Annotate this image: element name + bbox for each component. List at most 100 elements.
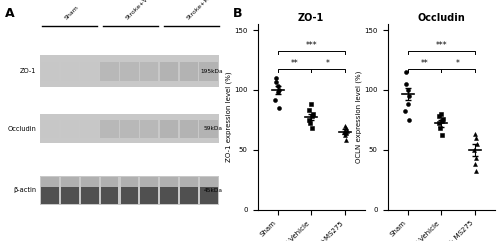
Point	[308, 114, 316, 118]
Text: *: *	[456, 59, 460, 68]
FancyBboxPatch shape	[80, 120, 99, 138]
FancyBboxPatch shape	[180, 120, 198, 138]
FancyBboxPatch shape	[160, 177, 178, 187]
FancyBboxPatch shape	[120, 177, 138, 187]
Point	[275, 106, 283, 110]
Text: 45kDa: 45kDa	[204, 188, 223, 193]
Point	[438, 134, 446, 137]
Point	[473, 142, 481, 146]
FancyBboxPatch shape	[61, 187, 79, 204]
Text: ***: ***	[306, 41, 317, 50]
Point	[341, 124, 349, 128]
Point	[305, 108, 313, 112]
Point	[471, 132, 479, 136]
Point	[274, 90, 282, 94]
FancyBboxPatch shape	[140, 177, 158, 187]
Point	[340, 130, 348, 134]
Y-axis label: OCLN expression level (%): OCLN expression level (%)	[355, 71, 362, 163]
Point	[438, 119, 446, 123]
Point	[436, 126, 444, 130]
FancyBboxPatch shape	[40, 55, 218, 87]
Text: B: B	[232, 7, 242, 20]
Point	[472, 169, 480, 173]
FancyBboxPatch shape	[80, 62, 99, 81]
Text: 59kDa: 59kDa	[204, 126, 223, 131]
Point	[306, 121, 314, 125]
FancyBboxPatch shape	[100, 120, 118, 138]
Point	[405, 118, 413, 122]
FancyBboxPatch shape	[81, 187, 98, 204]
Point	[275, 88, 283, 92]
FancyBboxPatch shape	[60, 120, 79, 138]
FancyBboxPatch shape	[41, 177, 59, 187]
FancyBboxPatch shape	[140, 120, 158, 138]
FancyBboxPatch shape	[140, 187, 158, 204]
FancyBboxPatch shape	[180, 177, 198, 187]
FancyBboxPatch shape	[160, 62, 178, 81]
FancyBboxPatch shape	[100, 177, 118, 187]
Point	[342, 134, 349, 137]
FancyBboxPatch shape	[61, 177, 79, 187]
FancyBboxPatch shape	[41, 187, 59, 204]
Point	[402, 70, 410, 74]
Point	[308, 102, 316, 106]
Point	[472, 162, 480, 166]
Point	[472, 156, 480, 160]
Text: ***: ***	[436, 41, 447, 50]
Text: Occludin: Occludin	[7, 126, 36, 132]
Text: β-actin: β-actin	[13, 187, 36, 193]
FancyBboxPatch shape	[100, 62, 118, 81]
FancyBboxPatch shape	[100, 187, 118, 204]
Title: Occludin: Occludin	[418, 13, 465, 23]
FancyBboxPatch shape	[41, 120, 59, 138]
Text: Stroke+MS275: Stroke+MS275	[186, 0, 222, 21]
FancyBboxPatch shape	[160, 120, 178, 138]
Point	[342, 126, 350, 130]
Text: **: **	[420, 59, 428, 68]
Text: Sham: Sham	[64, 5, 80, 21]
Text: *: *	[326, 59, 330, 68]
FancyBboxPatch shape	[200, 62, 218, 81]
Point	[436, 121, 444, 125]
Point	[310, 112, 318, 116]
Point	[274, 84, 281, 88]
FancyBboxPatch shape	[120, 62, 139, 81]
FancyBboxPatch shape	[60, 62, 79, 81]
Y-axis label: ZO-1 expression level (%): ZO-1 expression level (%)	[225, 72, 232, 162]
Point	[404, 102, 412, 106]
FancyBboxPatch shape	[81, 177, 98, 187]
FancyBboxPatch shape	[160, 187, 178, 204]
Point	[405, 94, 413, 98]
Text: A: A	[5, 7, 15, 20]
Point	[402, 110, 409, 114]
FancyBboxPatch shape	[180, 187, 198, 204]
Point	[342, 131, 350, 135]
Point	[272, 76, 280, 80]
Point	[404, 88, 411, 92]
Point	[402, 82, 410, 86]
FancyBboxPatch shape	[41, 62, 59, 81]
Point	[470, 148, 478, 152]
Point	[272, 98, 280, 101]
Point	[343, 129, 351, 133]
Point	[272, 80, 280, 83]
FancyBboxPatch shape	[120, 187, 138, 204]
FancyBboxPatch shape	[120, 120, 139, 138]
Point	[342, 138, 350, 142]
FancyBboxPatch shape	[40, 114, 218, 143]
Text: ZO-1: ZO-1	[20, 68, 36, 74]
Text: Stroke+Vehicle: Stroke+Vehicle	[125, 0, 162, 21]
FancyBboxPatch shape	[200, 177, 218, 187]
Point	[306, 118, 314, 122]
Title: ZO-1: ZO-1	[298, 13, 324, 23]
FancyBboxPatch shape	[180, 62, 198, 81]
Point	[440, 117, 448, 120]
FancyBboxPatch shape	[200, 120, 218, 138]
Point	[472, 136, 480, 140]
Point	[308, 126, 316, 130]
FancyBboxPatch shape	[40, 175, 218, 205]
Point	[435, 114, 443, 118]
Point	[438, 112, 446, 116]
Text: **: **	[290, 59, 298, 68]
FancyBboxPatch shape	[140, 62, 158, 81]
